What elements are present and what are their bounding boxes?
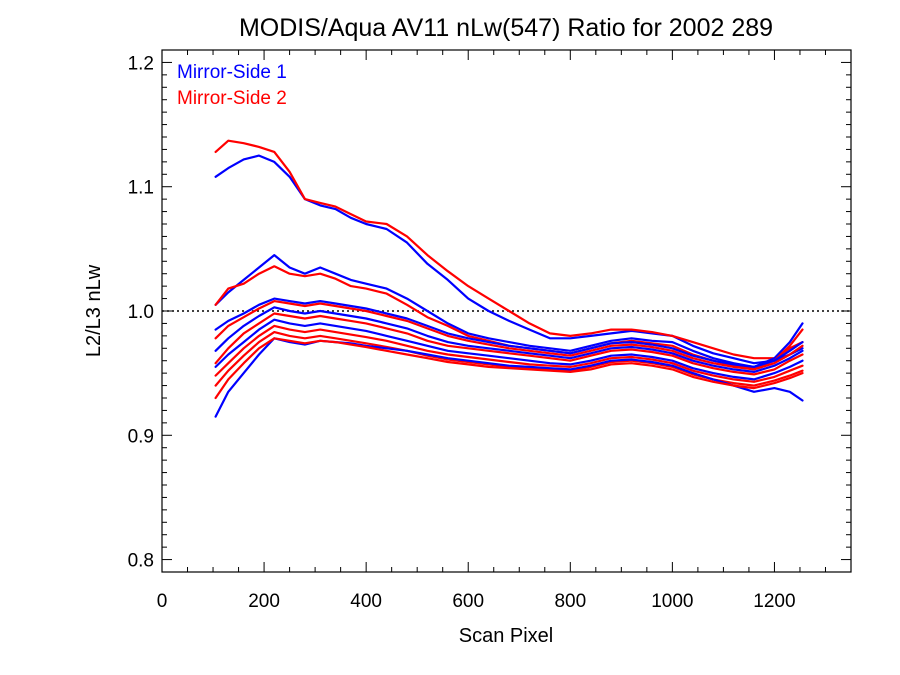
y-tick-label: 1.0 [128, 302, 154, 323]
series-line-mirror-side-2-9 [214, 324, 804, 383]
x-tick-label: 0 [157, 591, 168, 612]
series-line-mirror-side-1-4 [214, 297, 804, 368]
x-axis-label: Scan Pixel [459, 625, 554, 647]
legend: Mirror-Side 1 Mirror-Side 2 [177, 62, 287, 109]
series-layer [214, 139, 804, 418]
y-tick-label: 0.8 [128, 551, 154, 572]
x-tick-label: 1200 [753, 591, 795, 612]
y-tick-label: 1.1 [128, 178, 154, 199]
series-line-mirror-side-2-1 [214, 139, 804, 360]
x-tick-label: 600 [452, 591, 484, 612]
y-tick-label: 1.2 [128, 53, 154, 74]
chart-title: MODIS/Aqua AV11 nLw(547) Ratio for 2002 … [239, 14, 773, 42]
series-line-mirror-side-1-8 [214, 318, 804, 381]
x-tick-label: 400 [350, 591, 382, 612]
series-line-mirror-side-1-11 [214, 337, 804, 418]
y-axis-label: L2/L3 nLw [83, 264, 105, 357]
x-axis: 0 200 400 600 800 1000 1200 [157, 50, 826, 612]
series-line-mirror-side-1-6 [214, 306, 804, 373]
y-axis: 0.8 0.9 1.0 1.1 1.2 [128, 53, 851, 572]
legend-label-mirror-side-1: Mirror-Side 1 [177, 62, 287, 83]
legend-label-mirror-side-2: Mirror-Side 2 [177, 88, 287, 109]
x-tick-label: 200 [248, 591, 280, 612]
y-tick-label: 0.9 [128, 426, 154, 447]
series-line-mirror-side-2-5 [214, 300, 804, 371]
x-tick-label: 800 [554, 591, 586, 612]
series-line-mirror-side-1-0 [214, 154, 804, 365]
series-line-mirror-side-2-12 [214, 337, 804, 400]
series-line-mirror-side-1-2 [214, 254, 804, 368]
series-line-mirror-side-2-7 [214, 312, 804, 376]
x-tick-label: 1000 [651, 591, 693, 612]
